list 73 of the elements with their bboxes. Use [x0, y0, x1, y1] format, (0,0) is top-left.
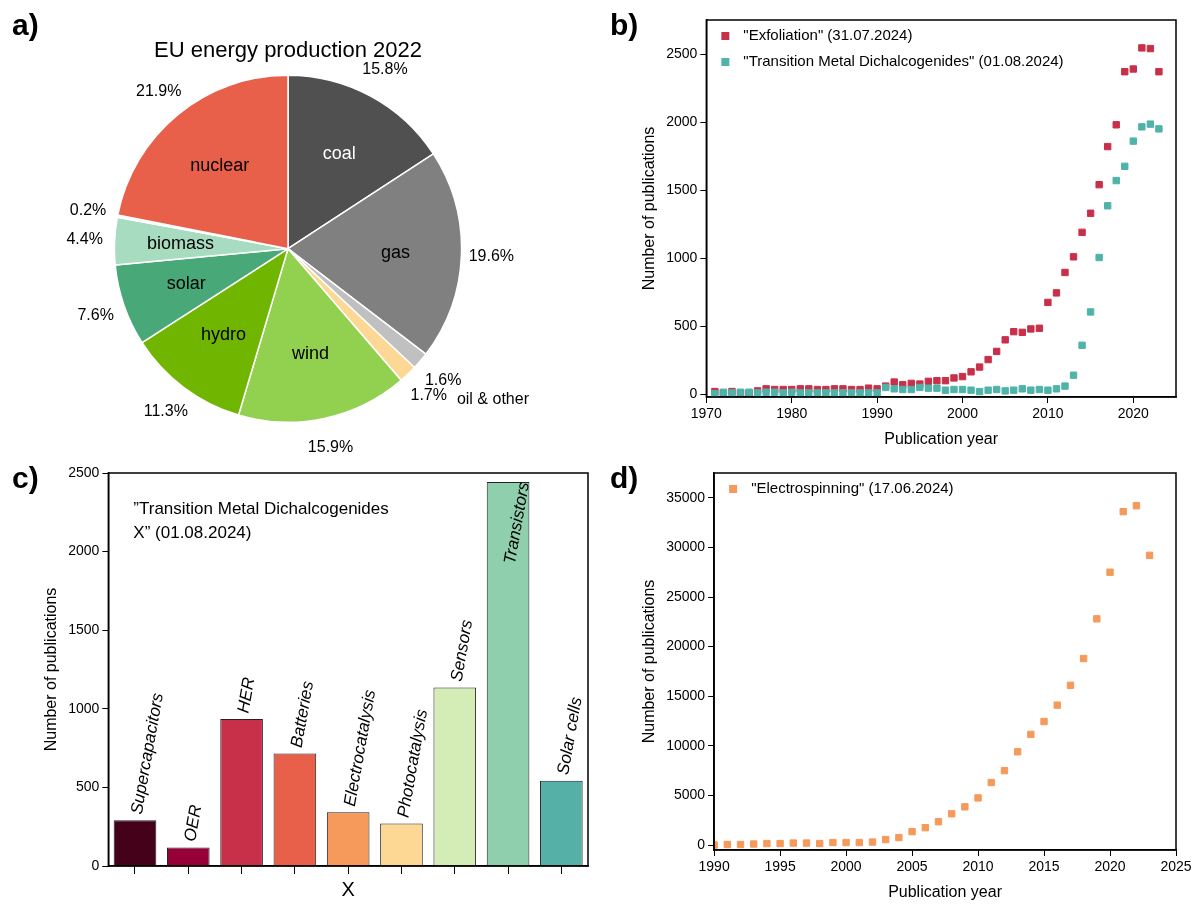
x-tick-label: 2015: [1028, 858, 1060, 875]
x-axis-title: X: [341, 877, 355, 900]
y-tick-label: 1000: [68, 699, 100, 716]
data-label: 15.8%: [362, 60, 408, 78]
slice-label: hydro: [200, 323, 246, 344]
y-tick-label: 30000: [666, 538, 706, 555]
category-label: Solar cells: [553, 695, 586, 777]
y-tick-label: 0: [689, 385, 698, 402]
text: a): [12, 8, 39, 42]
category-label: Transistors: [499, 480, 534, 566]
legend-label: "Exfoliation" (31.07.2024): [743, 26, 913, 44]
x-tick-label: 1990: [861, 405, 893, 422]
category-label: OER: [180, 803, 206, 843]
x-tick-label: 2000: [946, 405, 979, 422]
legend-label: "Transition Metal Dichalcogenides" (01.08.2024): [743, 52, 1064, 70]
data-label: 0.2%: [69, 200, 107, 218]
text: c): [12, 461, 39, 495]
category-label: HER: [233, 675, 259, 715]
y-tick-label: 500: [75, 778, 100, 795]
x-tick-label: 1995: [764, 858, 796, 875]
data-label: 19.6%: [468, 246, 515, 264]
y-tick-label: 5000: [673, 786, 706, 803]
x-tick-label: 2010: [1032, 405, 1064, 422]
x-tick-label: 1970: [690, 405, 723, 422]
annotation: ”Transition Metal Dichalcogenides X” (01.08.2024): [133, 499, 389, 543]
data-label: 4.4%: [66, 230, 103, 248]
y-tick-label: 15000: [666, 687, 706, 704]
x-tick-label: 2005: [896, 858, 928, 875]
y-tick-label: 0: [91, 856, 100, 873]
y-axis-title: Number of publications: [640, 126, 658, 291]
y-tick-label: 0: [697, 835, 706, 852]
slice-label: solar: [166, 272, 206, 293]
y-tick-label: 2000: [666, 112, 698, 129]
y-tick-label: 2500: [68, 463, 100, 480]
slice-label: coal: [322, 143, 356, 164]
chart-title: EU energy production 2022: [154, 37, 422, 63]
y-tick-label: 25000: [666, 587, 706, 604]
y-tick-label: 1500: [68, 621, 100, 638]
y-tick-label: 2000: [68, 542, 100, 559]
x-tick-label: 2020: [1117, 405, 1150, 422]
data-label: 11.3%: [143, 401, 188, 419]
y-tick-label: 2500: [666, 44, 698, 61]
y-tick-label: 10000: [666, 736, 706, 753]
y-tick-label: 1500: [666, 180, 698, 197]
data-label: 1.7%: [410, 386, 447, 404]
data-label: 1.6%: [424, 370, 462, 388]
data-label: 21.9%: [136, 81, 182, 99]
x-tick-label: 1980: [776, 405, 808, 422]
x-tick-label: 2025: [1160, 858, 1192, 875]
y-tick-label: 1000: [666, 249, 698, 266]
data-label: 7.6%: [77, 305, 114, 323]
x-tick-label: 1990: [698, 858, 730, 875]
y-tick-label: 500: [673, 317, 698, 334]
slice-label: nuclear: [190, 154, 250, 175]
data-label: 15.9%: [307, 438, 354, 456]
y-tick-label: 20000: [666, 637, 706, 654]
category-label: Sensors: [446, 618, 477, 683]
x-axis-title: Publication year: [888, 882, 1003, 900]
text: b): [610, 8, 639, 42]
legend-label: "Electrospinning" (17.06.2024): [751, 479, 954, 497]
category-label: Batteries: [286, 679, 318, 749]
x-tick-label: 2010: [962, 858, 994, 875]
slice-label: oil & other: [456, 390, 530, 408]
x-tick-label: 2000: [830, 858, 862, 875]
y-tick-label: 35000: [666, 488, 706, 505]
y-axis-title: Number of publications: [42, 587, 60, 752]
y-axis-title: Number of publications: [640, 579, 658, 744]
slice-label: gas: [381, 241, 411, 262]
slice-label: wind: [290, 342, 329, 363]
slice-label: biomass: [146, 232, 215, 253]
x-axis-title: Publication year: [884, 429, 999, 447]
text: d): [610, 461, 639, 495]
x-tick-label: 2020: [1094, 858, 1126, 875]
